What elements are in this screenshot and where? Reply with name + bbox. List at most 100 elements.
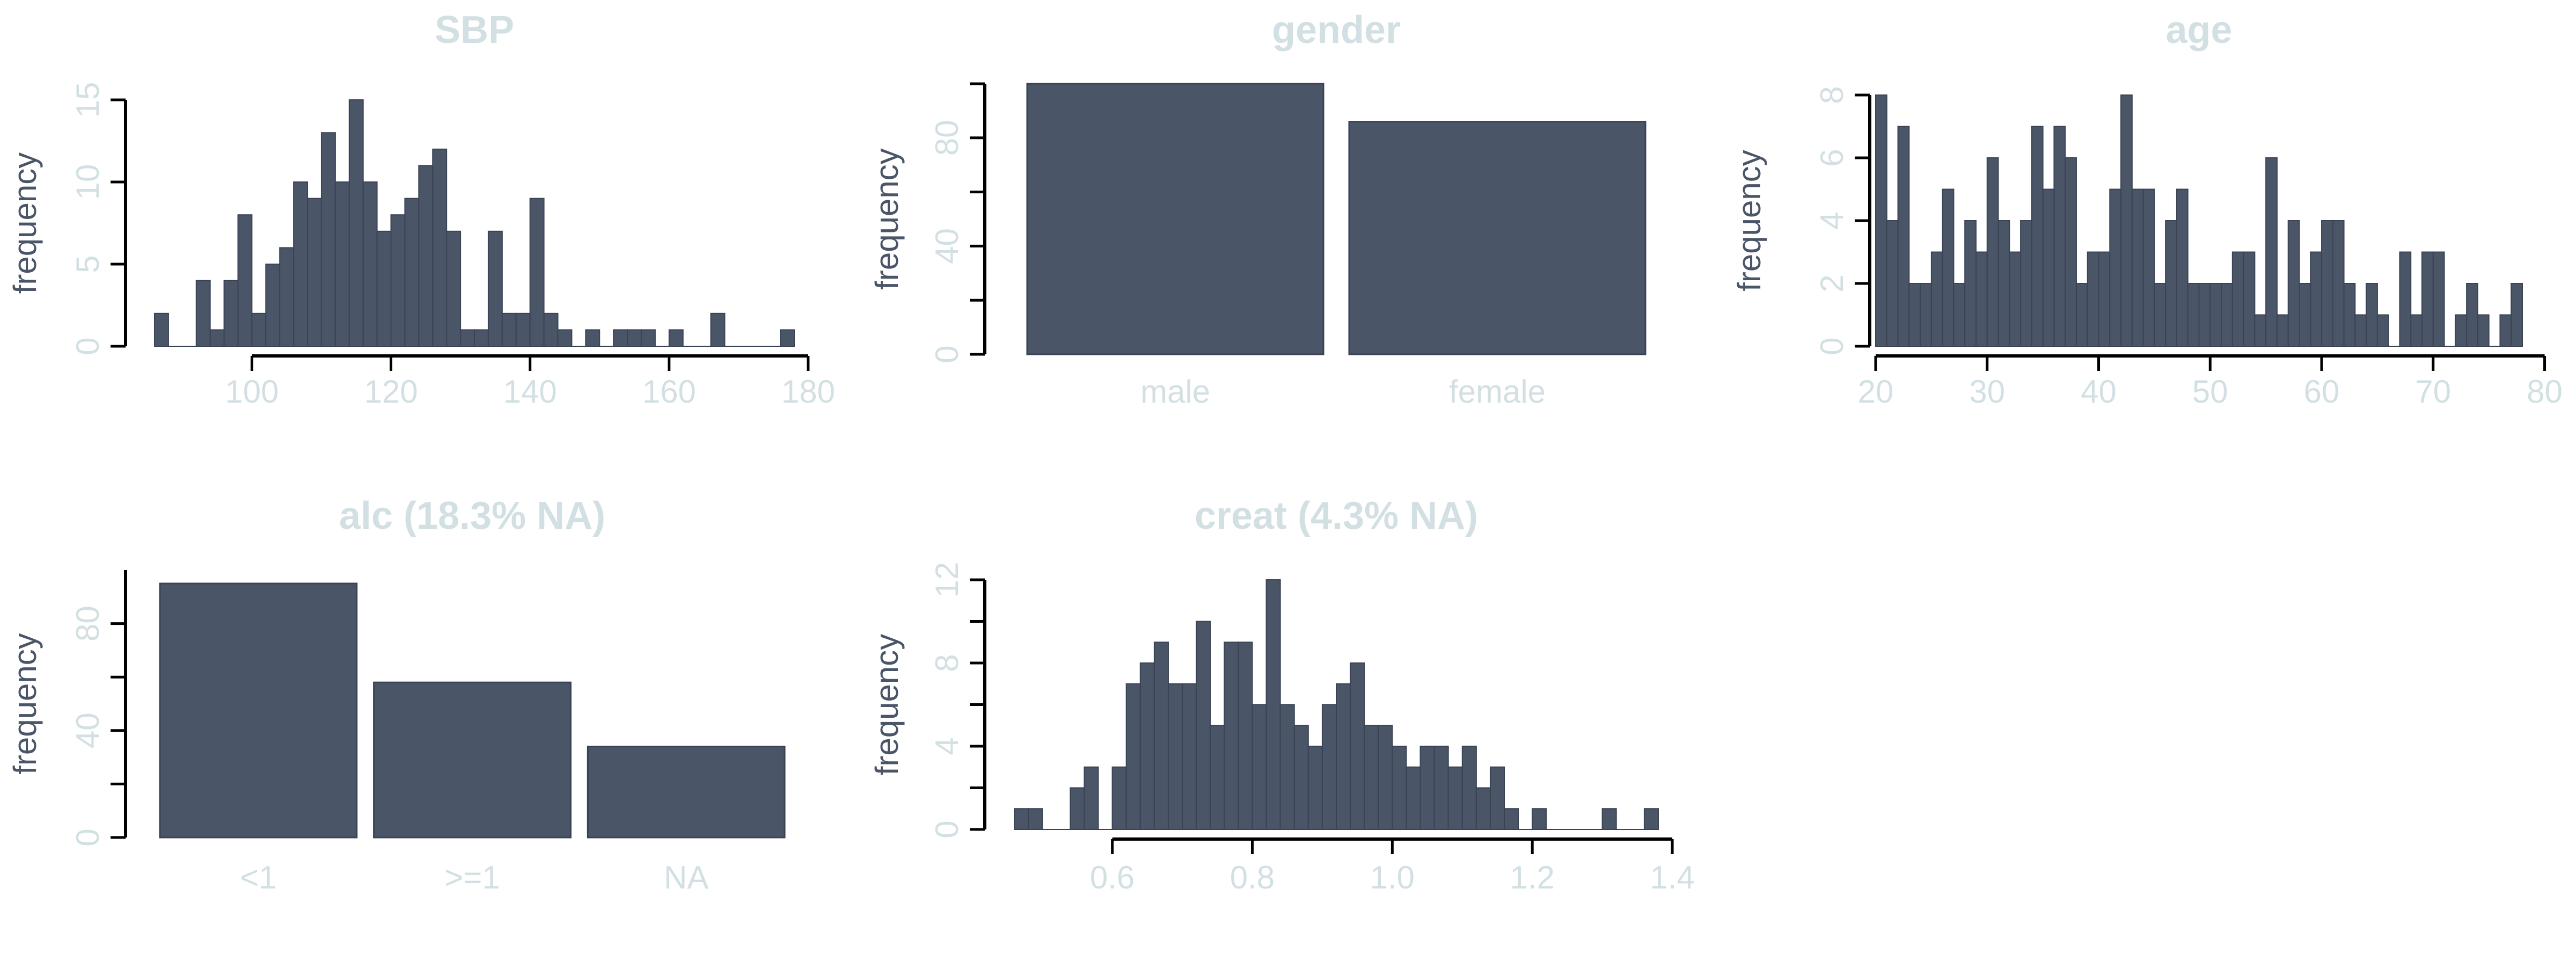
panel-5-bar [1461,746,1477,830]
panel-1-bar [279,247,295,347]
panel-3-bar [2087,251,2099,347]
panel-5-bar [1182,683,1197,830]
panel-3-ylabel: frequency [1731,150,1767,292]
panel-4-x-tick-label: NA [664,859,708,895]
panel-5-y-tick-label: 0 [929,820,965,838]
panel-3-bar [1997,220,2010,347]
panel-2-ylabel: frequency [869,148,905,290]
panel-3-bar [1964,220,1977,347]
panel-3-bar [2031,126,2044,347]
panel-4-bar [159,582,358,839]
panel-1-bar [154,312,169,347]
panel-3-bar [1920,283,1932,347]
panel-1-x-tick-label: 180 [781,374,835,410]
panel-5-title: creat (4.3% NA) [1195,494,1478,537]
panel-3-bar [1897,126,1910,347]
panel-3-bar [2399,251,2412,347]
panel-3-y-tick-label: 0 [1814,337,1850,355]
panel-3-bar [2165,220,2177,347]
panel-5-bar [1532,808,1547,830]
panel-3-bar [2499,314,2512,347]
panel-4-y-tick-label: 0 [70,828,106,846]
panel-5-bar [1643,808,1659,830]
panel-3-bar [2109,188,2122,347]
panel-5-x-tick-label: 1.2 [1510,859,1555,895]
panel-3-x-tick-label: 60 [2304,374,2340,410]
panel-3-bar [1953,283,1966,347]
panel-1-bar [376,230,392,347]
panel-5-x-tick-label: 0.6 [1090,859,1135,895]
panel-2-x-tick-label: female [1449,374,1546,410]
panel-5-bar [1447,766,1463,830]
panel-1-bar [223,280,239,347]
panel-5-bar [1307,746,1323,830]
panel-3-bar [1975,251,1988,347]
panel-5-bar [1378,725,1393,830]
panel-3-bar [2376,314,2389,347]
panel-5-bar [1392,746,1407,830]
panel-5-bar [1125,683,1141,830]
panel-3-bar [2020,220,2032,347]
panel-3-bar [2343,283,2356,347]
panel-3-bar [2142,188,2155,347]
panel-1-bar [251,312,267,347]
panel-3-bar [2120,94,2133,347]
panel-1-bar [710,312,726,347]
panel-1-bar [293,181,309,347]
panel-1-bar [627,329,642,347]
panel-3-y-tick-label: 4 [1814,212,1850,229]
panel-1-y-tick-label: 5 [70,255,106,273]
panel-1-bar [487,230,503,347]
panel-3-bar [2511,283,2523,347]
panel-5-bar [1153,642,1169,830]
panel-3-bar [2075,283,2088,347]
panel-3-x-tick-label: 20 [1858,374,1894,410]
panel-1-x-tick-label: 140 [503,374,557,410]
panel-3-bar [2455,314,2468,347]
panel-1-bar [501,312,517,347]
panel-3-y-tick-label: 6 [1814,149,1850,166]
panel-5-bar [1475,787,1491,830]
panel-3-x-tick-label: 40 [2081,374,2117,410]
panel-3-bar [1908,283,1921,347]
panel-3-y-tick-label: 8 [1814,86,1850,104]
panel-3-bar [2131,188,2144,347]
panel-5-bar [1293,725,1309,830]
panel-1-bar [613,329,628,347]
panel-3-x-tick-label: 70 [2415,374,2451,410]
panel-1-bar [348,99,364,347]
panel-2-x-tick-label: male [1140,374,1210,410]
panel-3-bar [2265,157,2278,347]
panel-3-bar [2209,283,2222,347]
panel-5-bar [1252,704,1267,830]
panel-3-bar [2154,283,2167,347]
panel-3-bar [2098,251,2111,347]
panel-1-bar [265,264,281,347]
panel-5-bar [1210,725,1225,830]
panel-1-title: SBP [435,9,514,52]
panel-1-x-tick-label: 120 [364,374,418,410]
panel-1-y-tick-label: 0 [70,337,106,355]
panel-1-bar [446,230,462,347]
panel-5-ylabel: frequency [869,634,905,776]
panel-1-bar [668,329,684,347]
panel-1-bar [585,329,601,347]
panel-1-bar [307,198,322,347]
panel-5-x-tick-label: 0.8 [1230,859,1275,895]
panel-5-bar [1364,725,1379,830]
panel-2-bar [1026,83,1324,355]
panel-1-bar [209,329,225,347]
panel-5-bar [1504,808,1519,830]
panel-3-bar [2332,220,2345,347]
panel-5-bar [1601,808,1617,830]
panel-3-bar [2366,283,2378,347]
panel-1-bar [640,329,656,347]
panel-3-x-tick-label: 50 [2192,374,2228,410]
panel-2-y-tick-label: 40 [929,228,965,264]
panel-1-ylabel: frequency [7,152,43,294]
panel-4-x-tick-label: <1 [240,859,276,895]
panel-4-bar [587,746,786,839]
panel-5-bar [1336,683,1351,830]
